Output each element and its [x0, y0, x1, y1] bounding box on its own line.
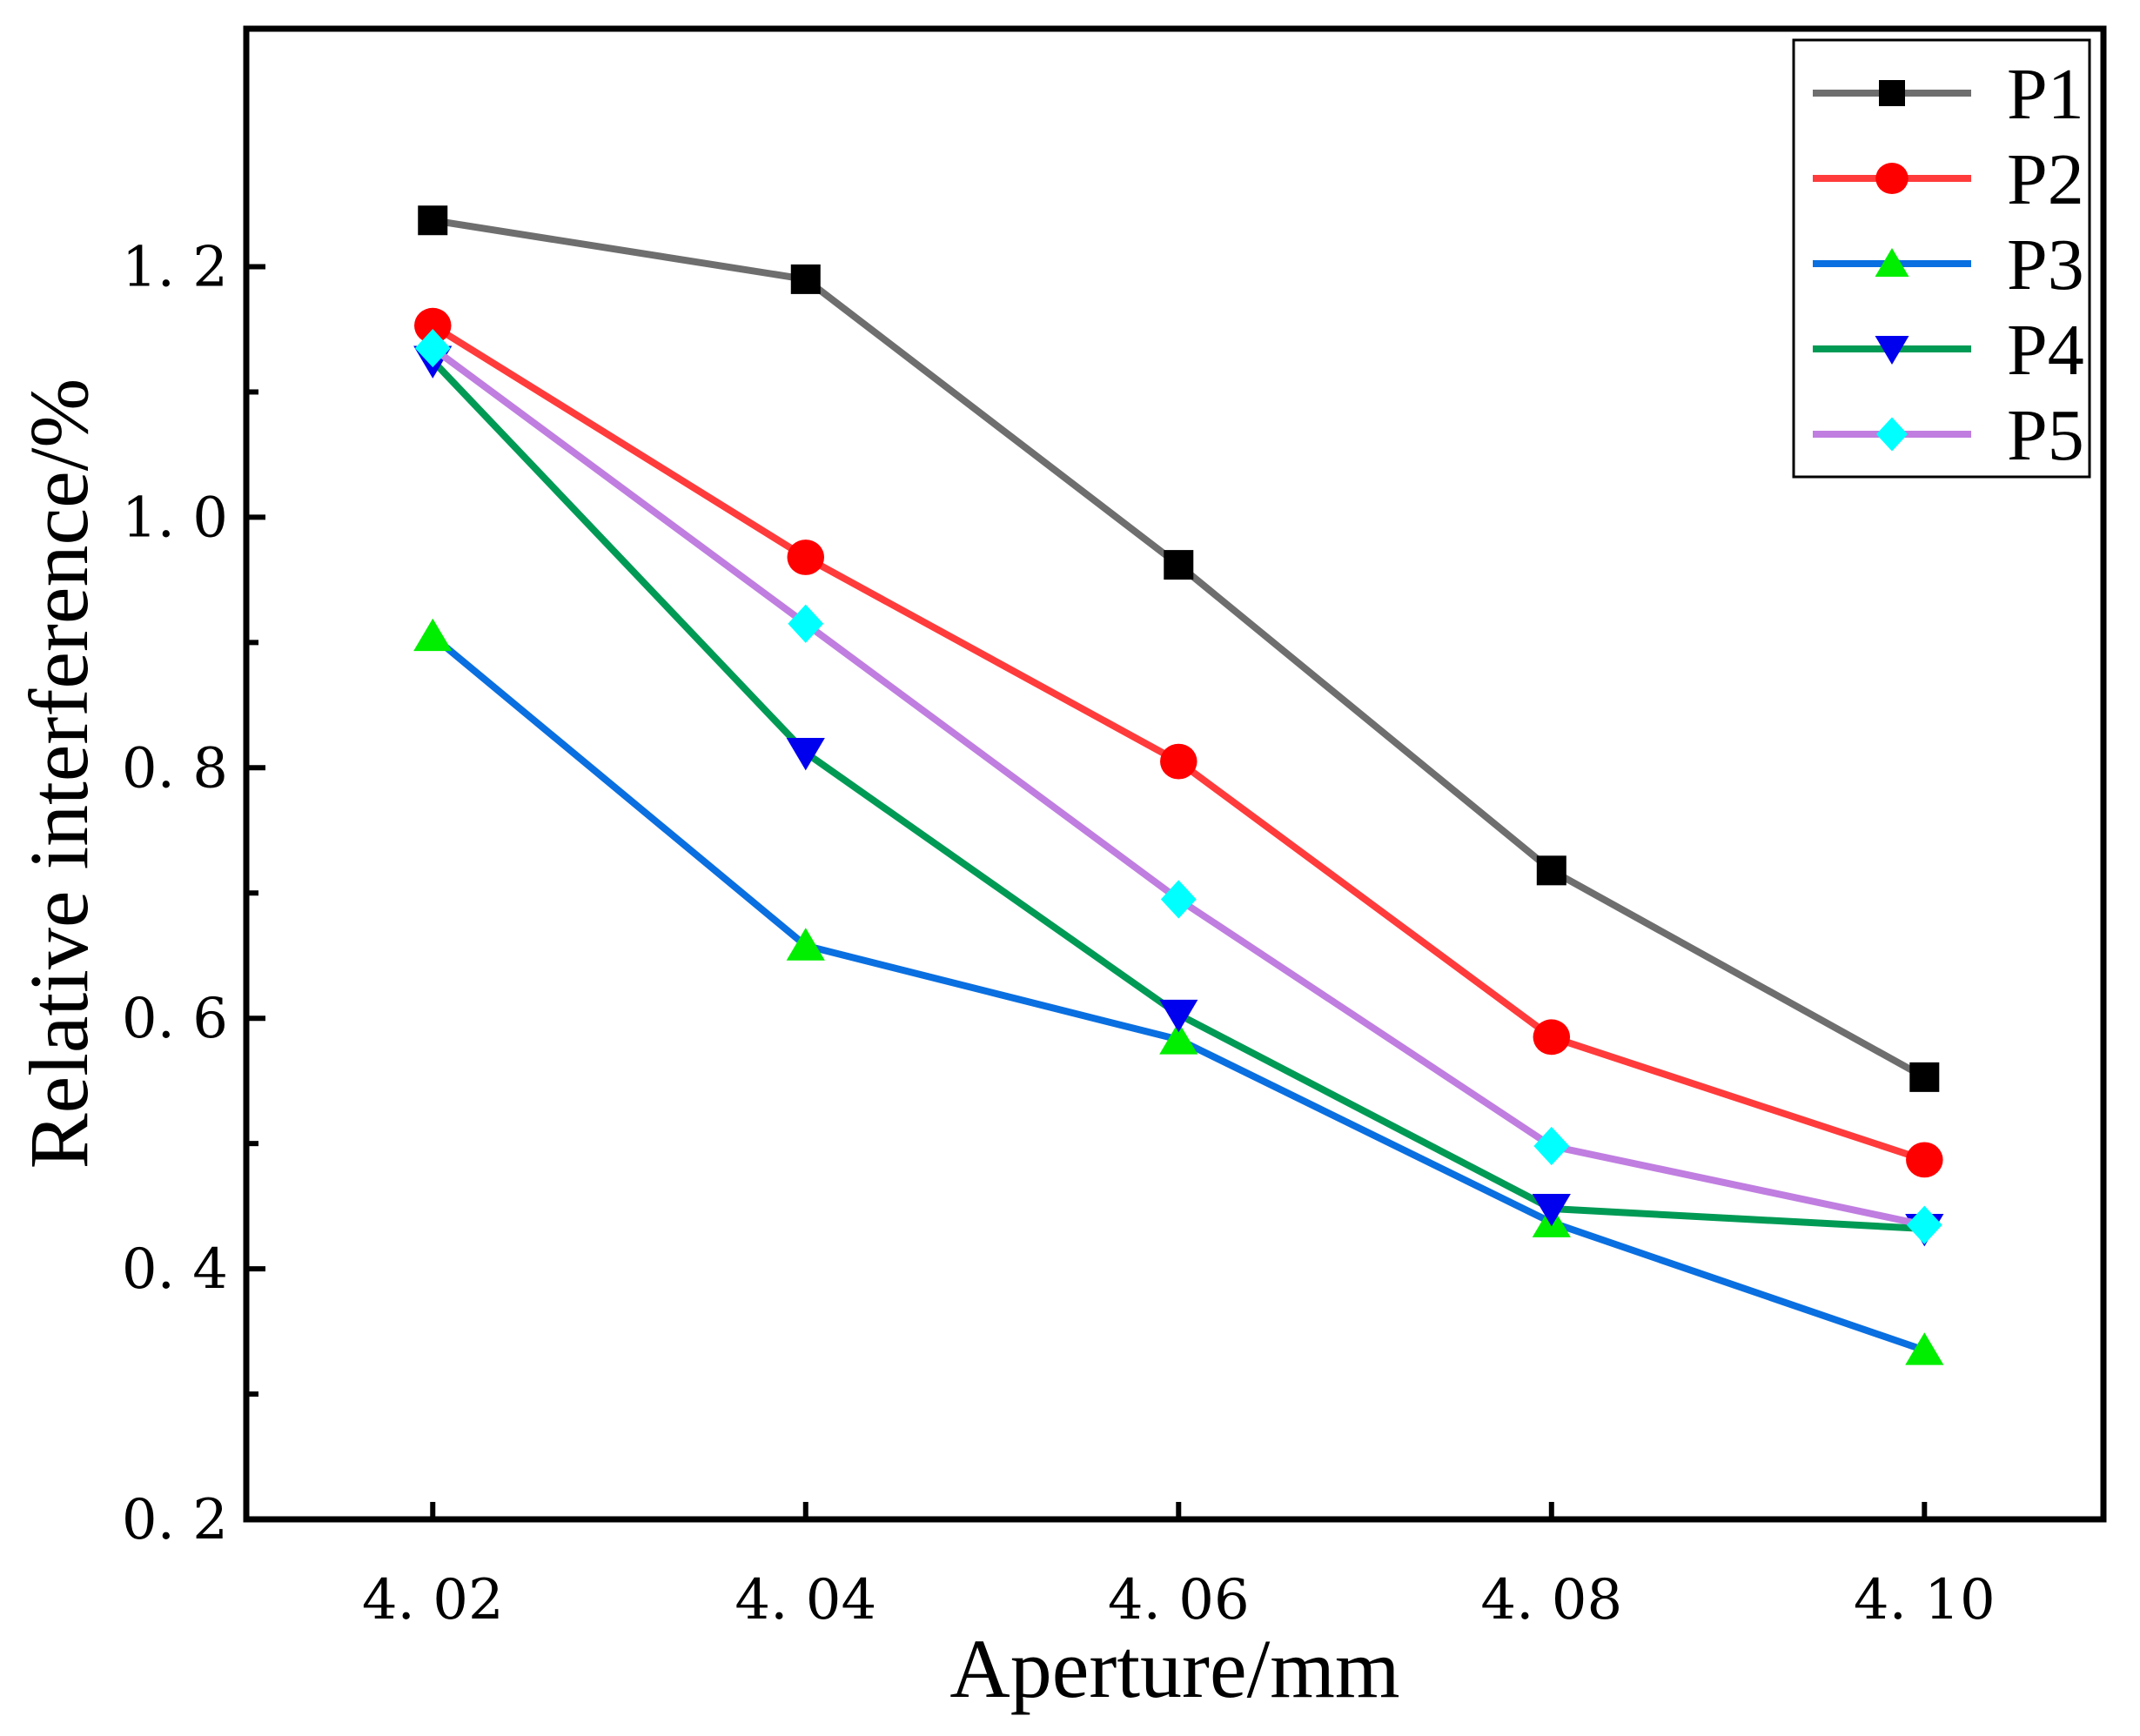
y-tick-label: 0. 2: [122, 1488, 228, 1552]
legend-item-p5: P5: [1813, 395, 2084, 476]
x-axis-title: Aperture/mm: [949, 1622, 1399, 1715]
legend-marker: [1875, 248, 1909, 277]
y-tick-label: 0. 4: [122, 1237, 228, 1302]
data-point: [1159, 999, 1198, 1033]
series-p4: [413, 345, 1944, 1247]
data-point: [1533, 1019, 1571, 1056]
legend-label: P2: [2007, 139, 2084, 220]
legend-item-p1: P1: [1813, 54, 2084, 135]
data-point: [418, 205, 448, 236]
series-p1: [418, 205, 1940, 1092]
series-layer: [413, 205, 1944, 1365]
data-point: [1160, 743, 1197, 780]
y-tick-label: 1. 0: [122, 486, 228, 550]
data-point: [786, 928, 825, 961]
data-point: [1159, 1022, 1198, 1055]
y-axis-title: Relative interference/%: [12, 379, 105, 1170]
legend-item-p3: P3: [1813, 225, 2084, 305]
axis-layer: 4. 02 4. 04 4. 06 4. 08 4. 10 0. 2 0. 4 0. 6 0. …: [122, 236, 1996, 1632]
x-tick-label: 4. 08: [1480, 1568, 1622, 1632]
data-point: [790, 264, 821, 294]
plot-frame: [243, 25, 2107, 1523]
series-line: [430, 358, 1925, 1233]
legend-box: [1792, 38, 2091, 479]
series-p3: [413, 618, 1944, 1365]
legend-item-p2: P2: [1813, 139, 2084, 220]
series-p5: [414, 328, 1942, 1244]
legend-label: P3: [2007, 225, 2084, 305]
legend-marker: [1876, 417, 1908, 452]
legend-label: P1: [2007, 54, 2084, 135]
data-point: [414, 328, 451, 368]
data-point: [1906, 1205, 1942, 1244]
data-point: [1164, 550, 1194, 580]
x-tick-label: 4. 04: [735, 1568, 876, 1632]
y-tick-label: 0. 8: [122, 736, 228, 801]
legend-marker: [1875, 336, 1909, 365]
series-p2: [414, 307, 1943, 1178]
x-tick-label: 4. 06: [1108, 1568, 1250, 1632]
data-point: [1906, 1142, 1943, 1178]
y-tick-label: 0. 6: [122, 987, 228, 1051]
legend-item-p4: P4: [1813, 310, 2084, 391]
legend-marker: [1875, 163, 1909, 194]
data-point: [414, 307, 452, 344]
series-line: [430, 633, 1926, 1354]
legend-label: P5: [2007, 395, 2084, 476]
data-point: [787, 540, 825, 575]
data-point: [788, 604, 824, 643]
data-point: [1536, 855, 1566, 886]
series-line: [432, 217, 1927, 1081]
legend-label: P4: [2007, 310, 2084, 391]
x-tick-label: 4. 10: [1854, 1568, 1996, 1632]
y-tick-label: 1. 2: [122, 236, 228, 300]
data-point: [1905, 1332, 1944, 1365]
data-point: [413, 618, 453, 652]
data-point: [1160, 880, 1197, 919]
data-point: [1532, 1194, 1571, 1227]
series-line: [430, 345, 1926, 1229]
data-point: [1909, 1062, 1940, 1092]
x-tick-label: 4. 02: [362, 1568, 504, 1632]
data-point: [786, 738, 825, 771]
data-point: [1533, 1126, 1570, 1166]
legend-marker: [1879, 80, 1905, 106]
